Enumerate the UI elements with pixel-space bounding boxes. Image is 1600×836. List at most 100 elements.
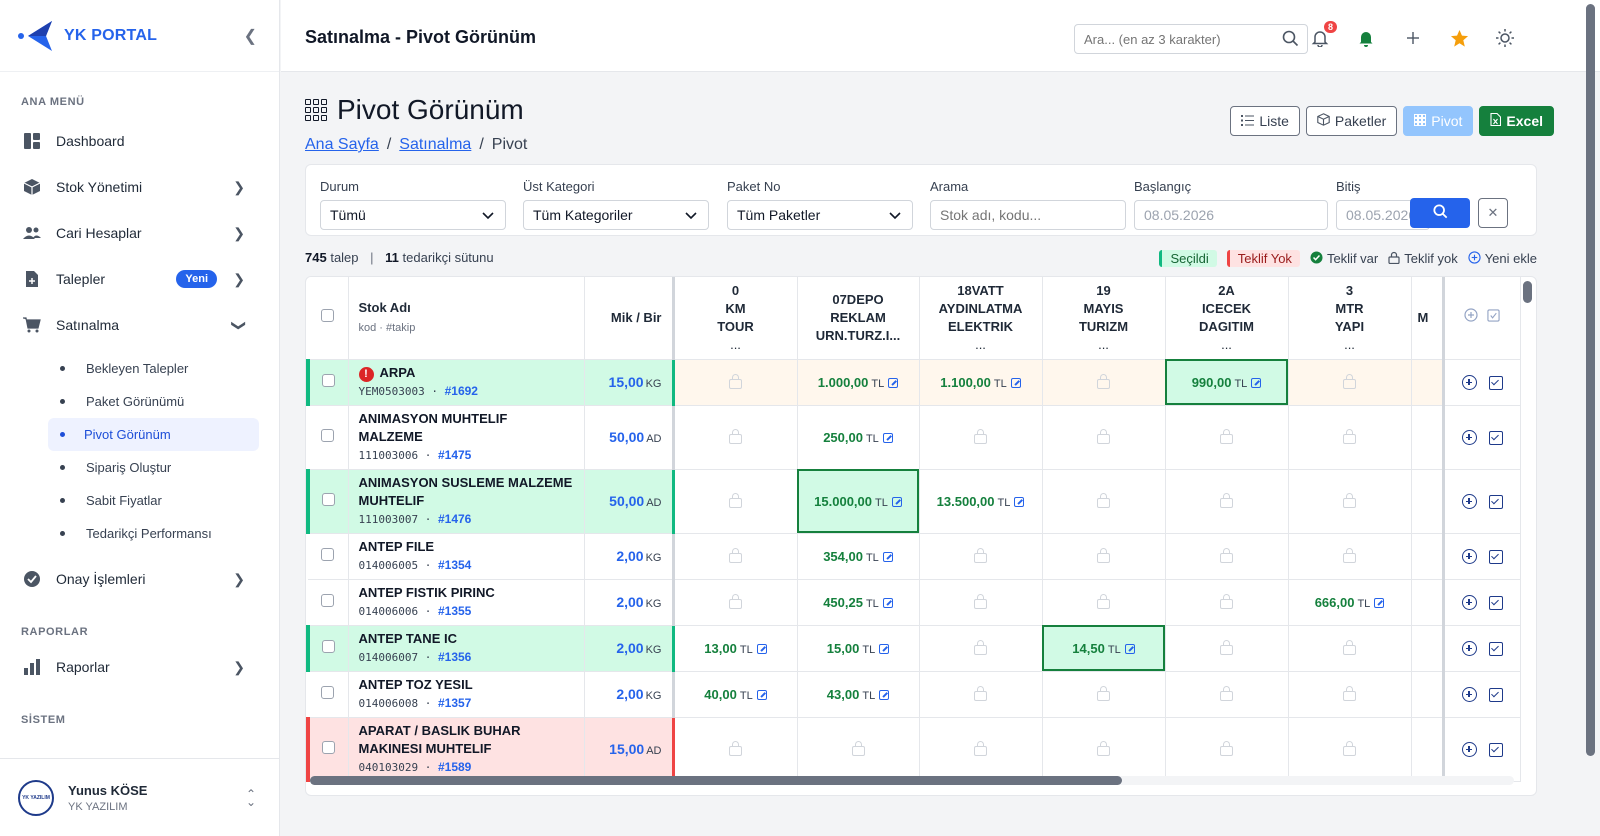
supplier-header[interactable]: 07DEPO REKLAM URN.TURZ.I... <box>797 277 920 360</box>
search-icon[interactable] <box>1282 30 1299 50</box>
bell-icon[interactable] <box>1355 27 1377 49</box>
no-offer-cell[interactable] <box>1288 625 1412 672</box>
supplier-header[interactable]: 18VATT AYDINLATMA ELEKTRIK... <box>919 277 1043 360</box>
no-offer-cell[interactable] <box>673 469 798 534</box>
no-offer-cell[interactable] <box>1165 533 1289 580</box>
no-offer-cell[interactable] <box>1165 625 1289 672</box>
sidebar-subitem-siparis-olustur[interactable]: Sipariş Oluştur <box>0 451 279 484</box>
no-offer-cell[interactable] <box>1288 405 1412 470</box>
approve-icon[interactable] <box>1488 430 1503 445</box>
track-link[interactable]: #1356 <box>437 649 472 664</box>
no-offer-cell[interactable] <box>1165 469 1289 534</box>
approve-icon[interactable] <box>1488 494 1503 509</box>
edit-icon[interactable] <box>1251 377 1262 388</box>
filter-search-button[interactable] <box>1410 198 1470 228</box>
no-offer-cell[interactable] <box>919 533 1043 580</box>
add-offer-icon[interactable] <box>1461 595 1477 611</box>
edit-icon[interactable] <box>888 377 899 388</box>
edit-icon[interactable] <box>882 432 893 443</box>
offer-cell[interactable]: 450,25 TL <box>797 579 920 626</box>
table-row[interactable]: ANTEP FISTIK PIRINC 014006006 · #1355 2,00… <box>308 579 1521 626</box>
no-offer-cell[interactable] <box>673 579 798 626</box>
no-offer-cell[interactable] <box>1288 717 1412 782</box>
edit-icon[interactable] <box>879 689 890 700</box>
no-offer-cell[interactable] <box>919 579 1043 626</box>
no-offer-cell[interactable] <box>673 717 798 782</box>
track-link[interactable]: #1476 <box>437 511 472 526</box>
table-row[interactable]: APARAT / BASLIK BUHAR MAKINESI MUHTELIF 0… <box>306 717 1521 782</box>
arama-input[interactable] <box>930 200 1126 230</box>
no-offer-cell[interactable] <box>1042 579 1166 626</box>
checkbox-check-icon[interactable] <box>1487 309 1500 327</box>
supplier-header[interactable]: 0 KM TOUR... <box>673 277 798 360</box>
no-offer-cell[interactable] <box>1288 469 1412 534</box>
track-link[interactable]: #1475 <box>437 447 472 462</box>
table-horizontal-scrollbar[interactable] <box>310 776 1514 785</box>
plus-circle-icon[interactable] <box>1464 308 1478 327</box>
table-row[interactable]: ! ARPA YEM0503003 · #1692 15,00 KG 1.000,00 TL… <box>306 359 1521 406</box>
offer-cell[interactable]: 15,00 TL <box>797 625 920 672</box>
sidebar-subitem-bekleyen-talepler[interactable]: Bekleyen Talepler <box>0 352 279 385</box>
edit-icon[interactable] <box>756 643 767 654</box>
edit-icon[interactable] <box>891 496 902 507</box>
no-offer-cell[interactable] <box>1042 717 1166 782</box>
excel-button[interactable]: Excel <box>1479 106 1554 136</box>
add-offer-icon[interactable] <box>1461 494 1477 510</box>
paket-no-select[interactable]: Tüm Paketler <box>727 200 913 230</box>
edit-icon[interactable] <box>1010 377 1021 388</box>
edit-icon[interactable] <box>1124 643 1135 654</box>
no-offer-cell[interactable] <box>1042 671 1166 718</box>
filter-clear-button[interactable]: ✕ <box>1478 198 1508 228</box>
paketler-button[interactable]: Paketler <box>1305 106 1398 136</box>
track-link[interactable]: #1692 <box>444 383 478 398</box>
approve-icon[interactable] <box>1488 595 1503 610</box>
offer-cell[interactable]: 666,00 TL <box>1288 579 1412 626</box>
edit-icon[interactable] <box>1374 597 1385 608</box>
offer-cell[interactable]: 40,00 TL <box>673 671 798 718</box>
sidebar-subitem-tedarikci-performansi[interactable]: Tedarikçi Performansı <box>0 517 279 550</box>
supplier-header[interactable]: 19 MAYIS TURIZM... <box>1042 277 1166 360</box>
select-all-checkbox[interactable] <box>321 308 335 322</box>
approve-icon[interactable] <box>1488 375 1503 390</box>
offer-cell[interactable]: 15.000,00 TL <box>797 469 920 534</box>
track-link[interactable]: #1355 <box>437 603 472 618</box>
add-offer-icon[interactable] <box>1461 742 1477 758</box>
add-offer-icon[interactable] <box>1461 687 1477 703</box>
plus-icon[interactable] <box>1402 27 1424 49</box>
notification-outline-icon[interactable]: 8 <box>1309 21 1337 49</box>
offer-cell[interactable]: 354,00 TL <box>797 533 920 580</box>
no-offer-cell[interactable] <box>1165 579 1289 626</box>
row-checkbox[interactable] <box>322 493 336 506</box>
no-offer-cell[interactable] <box>1165 671 1289 718</box>
sidebar-subitem-paket-gorunumu[interactable]: Paket Görünümü <box>0 385 279 418</box>
table-vertical-scrollbar[interactable] <box>1523 281 1532 761</box>
ust-kategori-select[interactable]: Tüm Kategoriler <box>523 200 709 230</box>
offer-cell[interactable]: 13.500,00 TL <box>919 469 1043 534</box>
sidebar-item-satinalma[interactable]: Satınalma ❯ <box>0 302 279 348</box>
no-offer-cell[interactable] <box>1042 469 1166 534</box>
star-icon[interactable] <box>1448 27 1470 49</box>
approve-icon[interactable] <box>1488 687 1503 702</box>
table-row[interactable]: ANIMASYON MUHTELIF MALZEME 111003006 · #1… <box>308 405 1521 470</box>
row-checkbox[interactable] <box>321 548 335 561</box>
no-offer-cell[interactable] <box>673 533 798 580</box>
sidebar-item-onay-islemleri[interactable]: Onay İşlemleri ❯ <box>0 556 279 602</box>
offer-cell[interactable]: 990,00 TL <box>1165 359 1289 406</box>
page-scrollbar[interactable] <box>1586 4 1595 756</box>
no-offer-cell[interactable] <box>919 405 1043 470</box>
sidebar-subitem-sabit-fiyatlar[interactable]: Sabit Fiyatlar <box>0 484 279 517</box>
global-search-input[interactable] <box>1075 25 1265 53</box>
add-offer-icon[interactable] <box>1461 549 1477 565</box>
edit-icon[interactable] <box>882 551 893 562</box>
sun-icon[interactable] <box>1494 27 1516 49</box>
row-checkbox[interactable] <box>321 429 335 442</box>
offer-cell[interactable]: 1.100,00 TL <box>919 359 1043 406</box>
table-row[interactable]: ANTEP FILE 014006005 · #1354 2,00 KG 354,00 T… <box>308 533 1521 580</box>
edit-icon[interactable] <box>756 689 767 700</box>
sidebar-item-dashboard[interactable]: Dashboard <box>0 118 279 164</box>
no-offer-cell[interactable] <box>673 405 798 470</box>
no-offer-cell[interactable] <box>919 717 1043 782</box>
no-offer-cell[interactable] <box>1288 533 1412 580</box>
no-offer-cell[interactable] <box>797 717 920 782</box>
row-checkbox[interactable] <box>322 374 336 387</box>
